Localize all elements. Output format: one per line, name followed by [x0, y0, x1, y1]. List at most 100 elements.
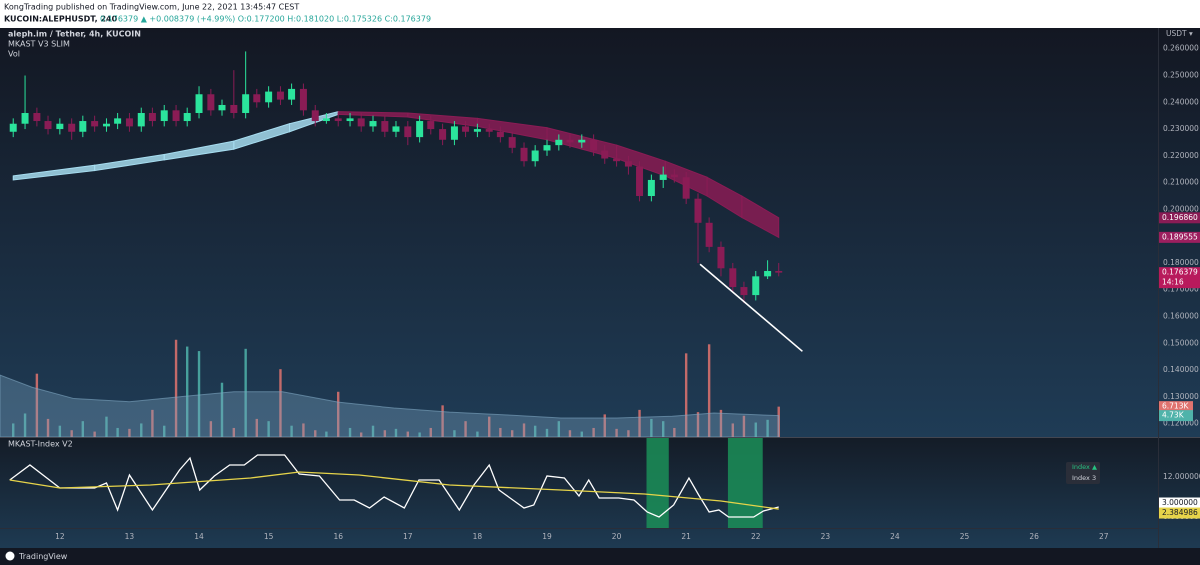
countdown: 14:16 [1162, 278, 1184, 287]
volume-ma-area [0, 374, 780, 437]
volume-label: 4.73K [1162, 411, 1185, 420]
x-tick-label: 21 [681, 532, 691, 541]
legend-box [1066, 462, 1100, 484]
y-tick-label: 0.260000 [1163, 44, 1199, 53]
candle-body [253, 94, 261, 103]
x-tick-label: 17 [403, 532, 413, 541]
volume-bar [151, 409, 154, 437]
volume-label-box [1159, 401, 1193, 413]
candle-body [531, 150, 539, 162]
volume-bar [35, 373, 39, 437]
legend-entry: Index ▲ [1072, 463, 1097, 471]
candle-body [102, 123, 110, 127]
volume-bar [46, 418, 50, 437]
y-tick-label: 0.220000 [1163, 151, 1199, 160]
volume-bar [615, 428, 618, 437]
volume-label-box [1159, 410, 1193, 422]
candle-body [195, 94, 203, 114]
candle-body [578, 139, 586, 143]
x-tick-label: 14 [194, 532, 204, 541]
x-tick-label: 13 [125, 532, 135, 541]
volume-bar [510, 430, 514, 437]
candle-body [636, 166, 644, 197]
candle-body [764, 270, 772, 277]
last-value-label: 3.000000 [1162, 498, 1198, 507]
candle-body [775, 270, 783, 273]
footer-bg [0, 548, 1200, 565]
candle-body [230, 104, 238, 114]
y-tick-label: 0.130000 [1163, 392, 1199, 401]
indicator-label: Vol [8, 50, 20, 59]
volume-bar [105, 416, 108, 437]
volume-bar [441, 405, 444, 437]
volume-bar [499, 427, 502, 437]
candle-body [705, 222, 713, 247]
currency[interactable]: USDT ▾ [1166, 29, 1193, 38]
x-tick-label: 18 [473, 532, 483, 541]
candle-body [508, 137, 516, 148]
y-tick-label: 0.160000 [1163, 312, 1199, 321]
volume-bar [754, 422, 757, 437]
volume-bar [603, 414, 606, 437]
candle-body [369, 121, 377, 127]
candle-body [439, 129, 447, 140]
indicator-label: MKAST V3 SLIM [8, 40, 70, 49]
volume-bar [267, 421, 270, 437]
volume-bar [325, 431, 328, 437]
candle-body [392, 126, 400, 132]
x-tick-label: 22 [751, 532, 761, 541]
x-tick-label: 27 [1099, 532, 1109, 541]
volume-label: 6.713K [1162, 402, 1189, 411]
volume-bar [662, 421, 665, 437]
volume-bar [140, 423, 143, 437]
index-line [9, 471, 779, 510]
candle-body [485, 129, 493, 132]
volume-bar [58, 425, 62, 437]
candle-body [740, 287, 748, 296]
candle-body [543, 145, 551, 151]
volume-bar [533, 425, 537, 437]
candle-body [33, 113, 41, 122]
volume-bar [359, 432, 363, 437]
y-tick-label: 0.150000 [1163, 338, 1199, 347]
y-tick-label: 0.250000 [1163, 71, 1199, 80]
volume-bar [557, 421, 561, 437]
x-tick-label: 24 [890, 532, 900, 541]
price-label: 0.196860 [1162, 213, 1198, 222]
volume-bar [673, 427, 676, 437]
volume-bar [337, 391, 340, 437]
volume-bar [406, 431, 410, 437]
volume-bar [429, 427, 432, 437]
candle-body [125, 118, 133, 127]
volume-bar [23, 413, 27, 437]
y-tick-label: 0.170000 [1163, 285, 1199, 294]
volume-bar [383, 430, 387, 437]
volume-bar [12, 423, 15, 437]
candle-body [601, 150, 609, 159]
brand[interactable]: TradingView [18, 552, 68, 561]
ribbon-segment [741, 195, 780, 239]
candle-body [647, 179, 655, 197]
volume-bar [220, 382, 224, 437]
candle-body [288, 88, 296, 100]
candle-body [299, 88, 307, 111]
candle-body [242, 94, 250, 114]
volume-bar [163, 425, 166, 437]
last-value-label: 2.384986 [1162, 508, 1198, 517]
candle-body [56, 123, 64, 130]
candle-body [717, 246, 725, 269]
volume-bar [209, 421, 213, 437]
candle-body [322, 118, 330, 122]
y-tick-label: 0.140000 [1163, 365, 1199, 374]
candle-body [91, 121, 99, 127]
x-tick-label: 16 [333, 532, 343, 541]
x-tick-label: 26 [1029, 532, 1039, 541]
trendline [699, 263, 803, 352]
volume-bar [394, 428, 398, 437]
candle-body [416, 121, 424, 138]
highlight [727, 438, 763, 528]
candle-body [729, 268, 737, 288]
volume-bar [244, 348, 247, 437]
candle-body [462, 126, 470, 132]
volume-bar [70, 430, 73, 437]
